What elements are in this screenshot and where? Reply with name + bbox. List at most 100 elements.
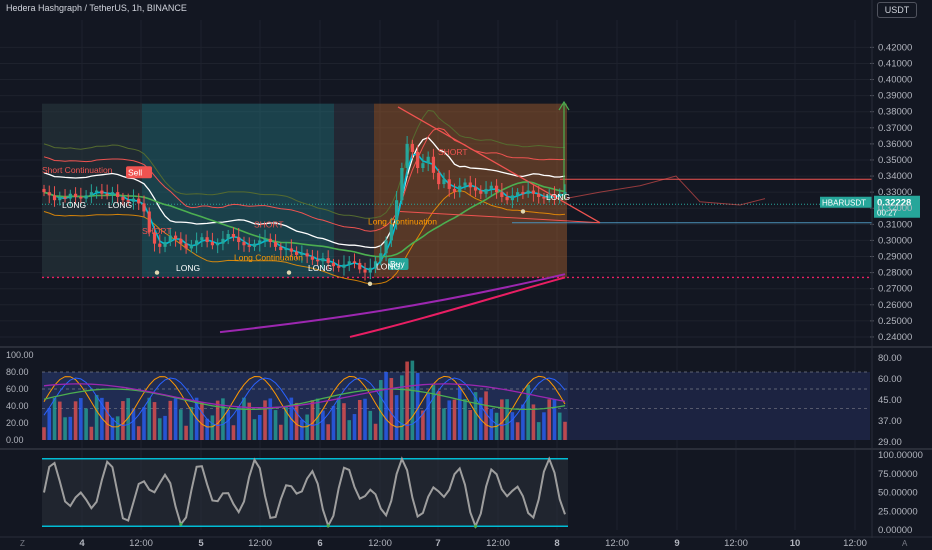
long-continuation-label: Long Continuation <box>368 216 437 226</box>
candle-body <box>484 188 488 194</box>
candle-body <box>137 198 141 204</box>
osc-histogram-bar <box>468 410 473 440</box>
long-continuation-label: Long Continuation <box>234 253 303 263</box>
osc-left-tick: 100.00 <box>6 350 34 360</box>
candle-body <box>173 235 178 239</box>
candle-body <box>42 188 46 193</box>
osc-histogram-bar <box>505 399 509 440</box>
long-label: LONG <box>62 200 86 210</box>
candle-body <box>400 168 404 201</box>
osc-d-line <box>43 377 566 427</box>
osc-histogram-bar <box>389 378 394 440</box>
wedge-lower-line <box>399 210 601 224</box>
candle-body <box>510 195 514 201</box>
osc-histogram-bar <box>473 392 478 440</box>
osc-histogram-bar <box>210 415 215 440</box>
symbol-badge-bg <box>820 196 872 208</box>
price-tick: 0.24000 <box>878 332 912 343</box>
candle-body <box>373 261 378 268</box>
candle-body <box>226 233 230 239</box>
short-continuation-label: Short Continuation <box>42 165 113 175</box>
candle-body <box>189 245 193 249</box>
candle-body <box>47 192 51 196</box>
candle-body <box>316 259 320 262</box>
candle-body <box>121 196 125 201</box>
osc-right-tick: 37.00 <box>878 416 902 427</box>
osc-histogram-bar <box>363 398 367 440</box>
osc-histogram-bar <box>305 414 309 440</box>
osc-histogram-bar <box>347 420 352 440</box>
osc-histogram-bar <box>357 399 362 440</box>
candle-body <box>142 203 146 212</box>
footer-left-icon: Z <box>20 539 25 548</box>
candle-body <box>110 192 115 196</box>
long-label: LONG <box>308 263 332 273</box>
candle-body <box>447 179 451 189</box>
osc-histogram-bar <box>457 386 462 440</box>
stoch-tick: 25.00000 <box>878 506 918 517</box>
osc-right-tick: 80.00 <box>878 353 902 364</box>
signal-dot <box>367 281 373 287</box>
candle-body <box>426 156 430 164</box>
osc-histogram-bar <box>200 402 204 440</box>
price-tick: 0.36000 <box>878 139 912 150</box>
signal-dot <box>520 209 526 214</box>
osc-histogram-bar <box>431 384 436 440</box>
osc-histogram-bar <box>215 400 220 440</box>
osc-histogram-bar <box>189 406 194 440</box>
osc-histogram-bar <box>84 408 88 440</box>
osc-histogram-bar <box>421 410 425 440</box>
osc-histogram-bar <box>179 409 183 440</box>
candle-body <box>389 224 393 241</box>
currency-selector[interactable]: USDT <box>877 2 917 18</box>
osc-left-tick: 80.00 <box>6 367 29 377</box>
stoch-oversold-dot <box>326 524 330 528</box>
price-tick: 0.42000 <box>878 42 912 53</box>
cloud-line <box>43 109 566 219</box>
osc-histogram-bar <box>400 375 404 440</box>
osc-histogram-bar <box>52 397 57 440</box>
long-label: LONG <box>108 200 132 210</box>
osc-histogram-bar <box>368 410 373 440</box>
osc-histogram-bar <box>63 417 67 440</box>
candle-body <box>416 151 420 169</box>
candle-body <box>305 253 309 257</box>
osc-histogram-bar <box>163 415 167 440</box>
candle-body <box>563 192 567 194</box>
candle-body <box>284 248 288 251</box>
osc-histogram-bar <box>526 384 530 440</box>
candle-body <box>358 262 362 270</box>
osc-histogram-bar <box>68 416 73 440</box>
candle-body <box>347 261 351 265</box>
osc-histogram-bar <box>79 398 83 440</box>
candle-body <box>500 192 504 197</box>
time-tick: 12:00 <box>368 538 392 549</box>
time-tick: 7 <box>435 538 440 549</box>
osc-histogram-bar <box>236 406 241 440</box>
time-tick: 6 <box>317 538 322 549</box>
price-tick: 0.38000 <box>878 107 912 118</box>
candle-body <box>89 192 93 196</box>
candle-body <box>537 193 541 197</box>
time-tick: 5 <box>198 538 204 549</box>
osc-histogram-bar <box>157 418 162 440</box>
osc-histogram-bar <box>336 397 341 440</box>
signal-dot <box>286 270 292 275</box>
candle-body <box>73 193 78 197</box>
osc-histogram-bar <box>205 418 209 440</box>
price-tick: 0.34000 <box>878 171 912 182</box>
buy-label: Buy <box>390 259 405 269</box>
osc-histogram-bar <box>300 419 304 440</box>
osc-histogram-bar <box>547 399 552 440</box>
candle-body <box>84 195 88 199</box>
candle-body <box>131 198 136 202</box>
short-label: SHORT <box>142 226 172 236</box>
candle-body <box>494 185 499 193</box>
candle-body <box>531 190 536 194</box>
last-price-countdown: 00:27 <box>877 209 898 218</box>
candle-body <box>79 196 83 199</box>
candle-body <box>326 258 330 263</box>
price-tick: 0.40000 <box>878 75 912 86</box>
osc-left-tick: 0.00 <box>6 435 24 445</box>
